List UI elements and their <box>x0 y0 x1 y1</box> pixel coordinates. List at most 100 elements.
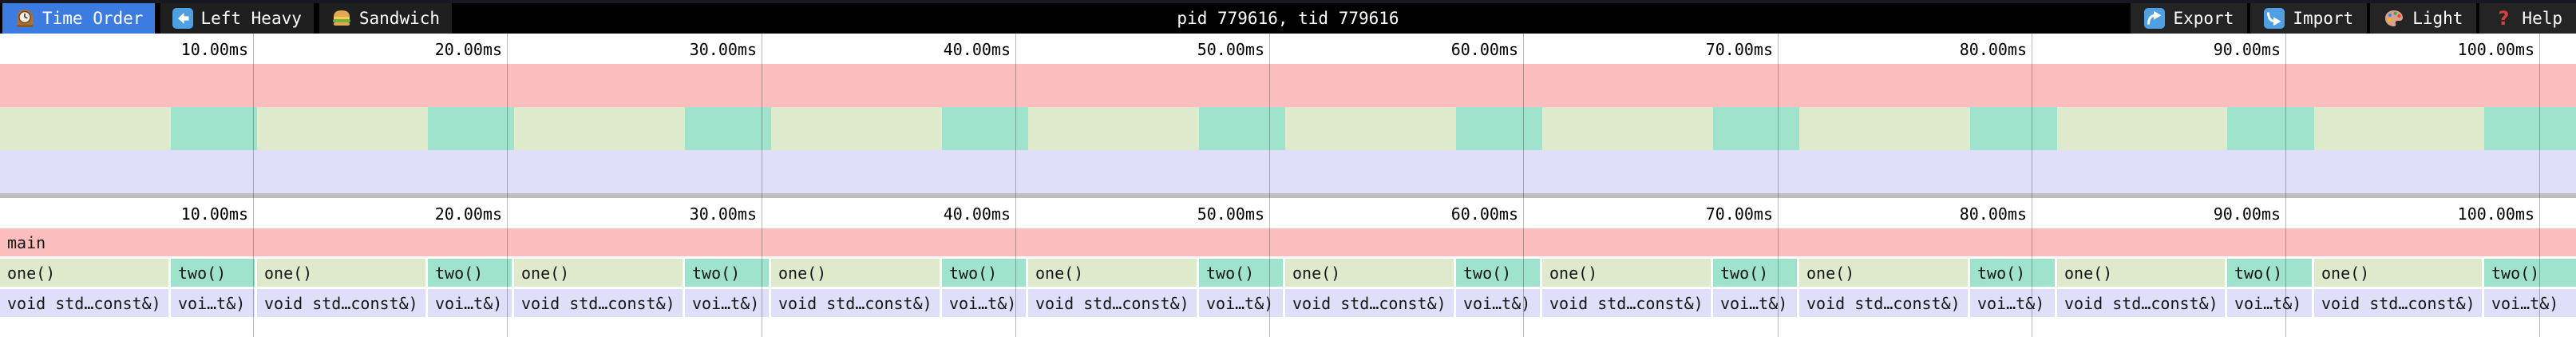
help-icon: ? <box>2498 7 2510 30</box>
ruler-tick-label: 60.00ms <box>1450 204 1518 224</box>
ruler-tick-label: 90.00ms <box>2213 40 2281 59</box>
sandwich-icon <box>331 8 352 29</box>
flame-frame[interactable]: two() <box>428 259 512 287</box>
ruler-tick-label: 20.00ms <box>434 40 502 59</box>
tab-label: Left Heavy <box>200 9 302 28</box>
flame-frame[interactable]: one() <box>1285 259 1454 287</box>
minimap-two-block <box>428 107 514 150</box>
toolbar-actions: Export Import Light? Help <box>2131 3 2576 34</box>
flame-frame[interactable]: one() <box>771 259 940 287</box>
flame-frame[interactable]: void std…const&) <box>1542 289 1711 317</box>
flame-frame[interactable]: voi…t&) <box>685 289 769 317</box>
flame-frame[interactable]: two() <box>171 259 255 287</box>
ruler-tick-label: 70.00ms <box>1705 40 1773 59</box>
flame-frame[interactable]: one() <box>0 259 168 287</box>
flame-frame[interactable]: void std…const&) <box>514 289 683 317</box>
button-label: Import <box>2293 9 2354 28</box>
minimap-two-block <box>1199 107 1285 150</box>
flame-frame[interactable]: void std…const&) <box>1028 289 1197 317</box>
minimap-row-one-two <box>0 107 2576 150</box>
clock-icon <box>14 8 35 29</box>
flame-frame[interactable]: void std…const&) <box>257 289 425 317</box>
flame-frame[interactable]: void std…const&) <box>2057 289 2225 317</box>
button-label: Export <box>2173 9 2234 28</box>
tab-time-order[interactable]: Time Order <box>2 3 156 34</box>
flame-frame[interactable]: voi…t&) <box>942 289 1026 317</box>
help-button[interactable]: ? Help <box>2479 3 2576 34</box>
flame-frame[interactable]: voi…t&) <box>1970 289 2055 317</box>
ruler-tick-label: 10.00ms <box>180 40 248 59</box>
ruler-tick-label: 80.00ms <box>1959 40 2027 59</box>
palette-icon <box>2384 8 2404 29</box>
flame-frame[interactable]: void std…const&) <box>1285 289 1454 317</box>
minimap-row-main <box>0 64 2576 107</box>
left-arrow-icon <box>172 8 194 29</box>
ruler-tick-label: 20.00ms <box>434 204 502 224</box>
ruler-tick-label: 10.00ms <box>180 204 248 224</box>
flame-frame[interactable]: two() <box>1456 259 1540 287</box>
ruler-tick-label: 40.00ms <box>943 40 1011 59</box>
flame-frame[interactable]: one() <box>1542 259 1711 287</box>
flame-frame[interactable]: voi…t&) <box>2227 289 2312 317</box>
ruler-tick-label: 80.00ms <box>1959 204 2027 224</box>
flame-frame[interactable]: one() <box>1028 259 1197 287</box>
ruler-tick-label: 70.00ms <box>1705 204 1773 224</box>
button-label: Light <box>2412 9 2463 28</box>
ruler-tick-label: 30.00ms <box>689 40 757 59</box>
view-tabs: Time Order Left Heavy Sandwich <box>2 3 453 34</box>
minimap-row-sleep <box>0 150 2576 193</box>
ruler-tick-label: 50.00ms <box>1197 40 1264 59</box>
minimap-two-block <box>2227 107 2314 150</box>
flame-frame[interactable]: void std…const&) <box>0 289 168 317</box>
flame-frame[interactable]: one() <box>514 259 683 287</box>
flamegraph-time-ruler[interactable]: 10.00ms 20.00ms 30.00ms 40.00ms 50.00ms 60.00… <box>0 198 2576 228</box>
minimap-time-ruler[interactable]: 10.00ms 20.00ms 30.00ms 40.00ms 50.00ms 60.00… <box>0 34 2576 64</box>
ruler-tick-label: 30.00ms <box>689 204 757 224</box>
minimap-two-block <box>1713 107 1799 150</box>
flame-frame[interactable]: voi…t&) <box>428 289 512 317</box>
flame-frame[interactable]: main <box>0 228 2576 256</box>
flame-frame[interactable]: two() <box>2484 259 2576 287</box>
flame-frame[interactable]: voi…t&) <box>1456 289 1540 317</box>
export-icon <box>2144 8 2166 29</box>
flame-frame[interactable]: void std…const&) <box>1799 289 1968 317</box>
import-icon <box>2264 8 2285 29</box>
ruler-tick-label: 90.00ms <box>2213 204 2281 224</box>
flame-frame[interactable]: voi…t&) <box>1199 289 1283 317</box>
flame-frame[interactable]: two() <box>2227 259 2312 287</box>
flame-frame[interactable]: two() <box>1199 259 1283 287</box>
import-button[interactable]: Import <box>2250 3 2368 34</box>
ruler-tick-label: 100.00ms <box>2457 204 2534 224</box>
tab-sandwich[interactable]: Sandwich <box>319 3 453 34</box>
minimap-two-block <box>942 107 1028 150</box>
button-label: Help <box>2522 9 2562 28</box>
light-button[interactable]: Light <box>2370 3 2477 34</box>
ruler-tick-label: 60.00ms <box>1450 40 1518 59</box>
minimap-two-block <box>2484 107 2576 150</box>
flame-frame[interactable]: two() <box>685 259 769 287</box>
flame-frame[interactable]: two() <box>942 259 1026 287</box>
flame-frame[interactable]: two() <box>1713 259 1797 287</box>
flame-frame[interactable]: void std…const&) <box>771 289 940 317</box>
flame-frame[interactable]: two() <box>1970 259 2055 287</box>
flamegraph[interactable]: main one() two() void std…const&) voi…t&) one… <box>0 228 2576 319</box>
ruler-tick-label: 40.00ms <box>943 204 1011 224</box>
flame-frame[interactable]: one() <box>1799 259 1968 287</box>
flame-frame[interactable]: one() <box>2057 259 2225 287</box>
minimap-two-block <box>1970 107 2057 150</box>
export-button[interactable]: Export <box>2131 3 2248 34</box>
flame-frame[interactable]: one() <box>2314 259 2482 287</box>
flame-frame[interactable]: voi…t&) <box>1713 289 1797 317</box>
tab-left-heavy[interactable]: Left Heavy <box>160 3 314 34</box>
minimap-two-block <box>171 107 257 150</box>
flame-frame[interactable]: void std…const&) <box>2314 289 2482 317</box>
flame-frame[interactable]: one() <box>257 259 425 287</box>
minimap-divider <box>0 193 2576 198</box>
tab-label: Sandwich <box>358 9 441 28</box>
ruler-tick-label: 50.00ms <box>1197 204 1264 224</box>
minimap-two-block <box>685 107 771 150</box>
flame-frame[interactable]: voi…t&) <box>171 289 255 317</box>
minimap[interactable] <box>0 64 2576 193</box>
minimap-two-block <box>1456 107 1542 150</box>
flame-frame[interactable]: voi…t&) <box>2484 289 2576 317</box>
